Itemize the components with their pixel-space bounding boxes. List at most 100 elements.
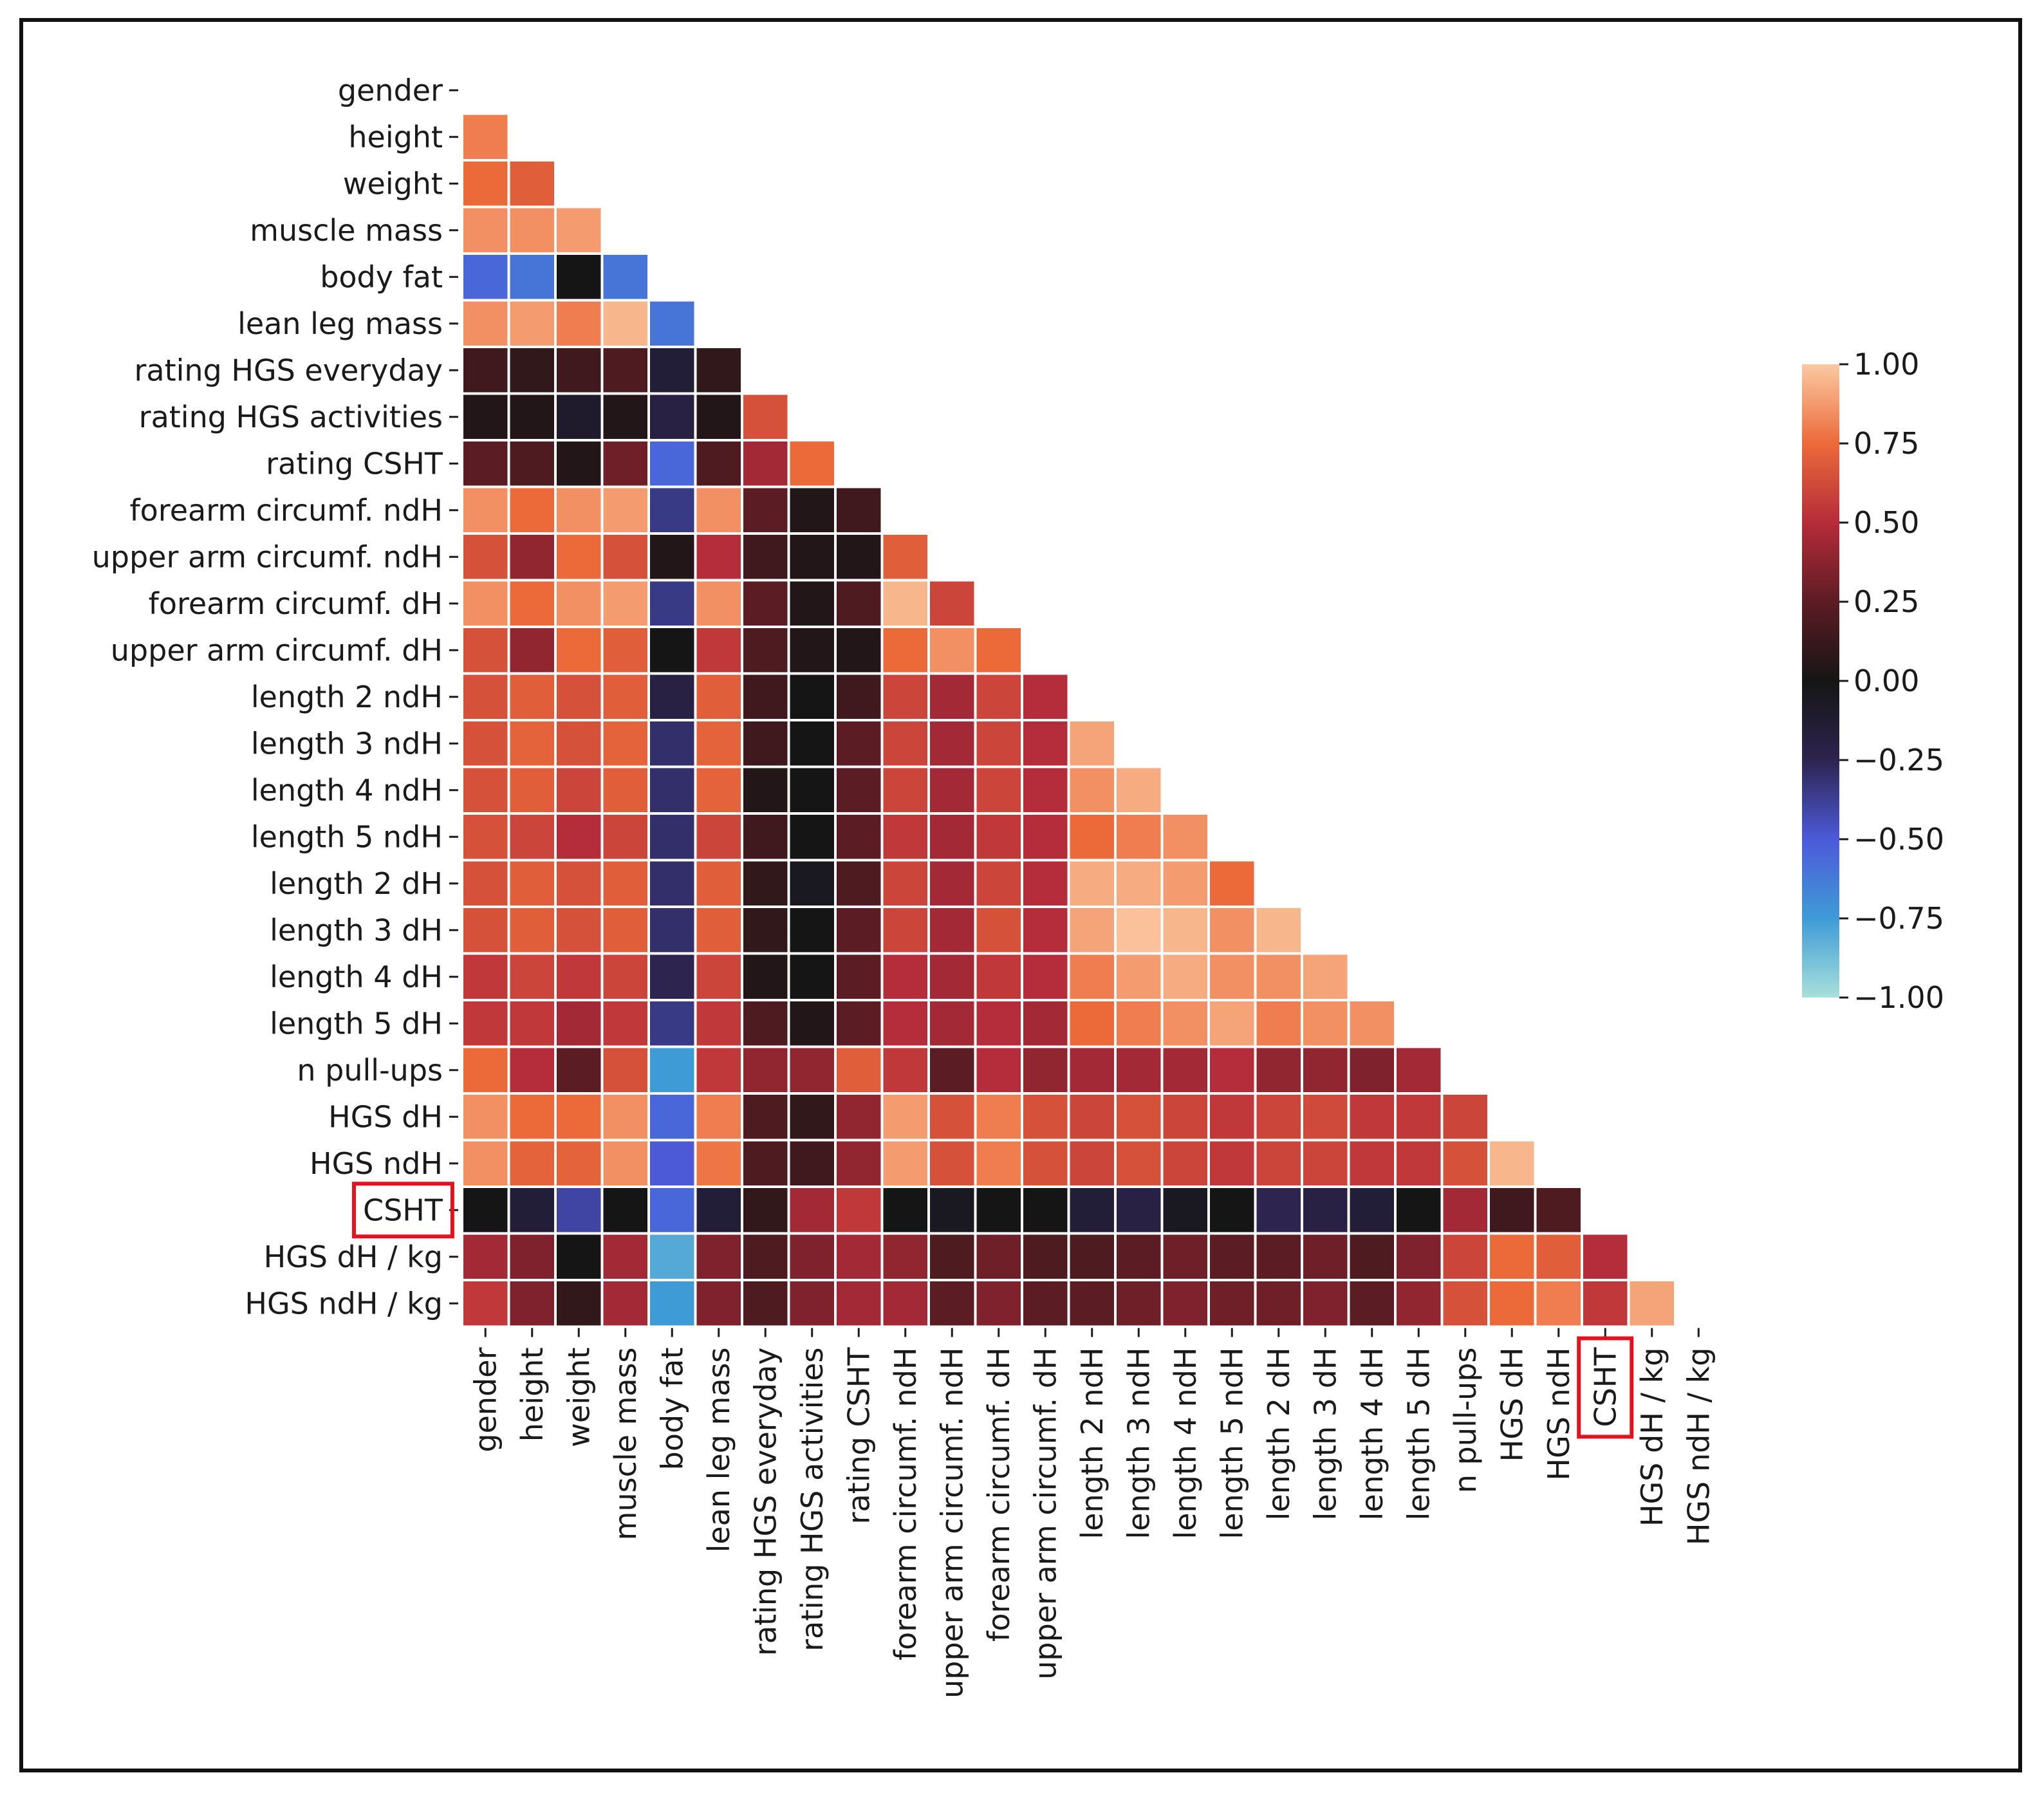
x-tick-label: lean leg mass [701,1348,736,1553]
heatmap-cell [743,861,788,906]
heatmap-cell [603,1188,647,1232]
heatmap-cell [1303,1095,1348,1139]
heatmap-cell [650,954,694,999]
heatmap-cell [790,441,834,486]
heatmap-cell [1397,1095,1441,1139]
x-tick-label: forearm circumf. dH [981,1348,1016,1642]
heatmap-cell [1023,1001,1068,1046]
heatmap-cell [883,674,927,719]
heatmap-cell [1490,1234,1534,1279]
heatmap-cell [1163,1234,1207,1279]
heatmap-cell [743,1281,788,1326]
heatmap-cell [883,861,927,906]
heatmap-cell [883,535,927,579]
heatmap-cell [603,954,647,999]
heatmap-cell [1443,1095,1487,1139]
y-tick-label: muscle mass [250,213,443,248]
heatmap-cell [650,674,694,719]
heatmap-cell [603,301,647,346]
heatmap-cell [1023,861,1068,906]
heatmap-cell [1070,1188,1114,1232]
heatmap-cell [650,908,694,952]
heatmap-cell [463,1281,508,1326]
heatmap-cell [930,581,974,626]
heatmap-cell [510,1048,554,1092]
heatmap-cell [743,441,788,486]
highlight-boxes [351,1182,1634,1439]
heatmap-cell [976,628,1021,673]
heatmap-cell [1210,1141,1254,1185]
heatmap-cell [603,721,647,766]
y-tick-label: forearm circumf. dH [149,586,443,621]
heatmap-cell [1117,1188,1161,1232]
y-tick-label: rating HGS activities [139,400,443,434]
heatmap-cell [510,255,554,299]
heatmap-cell [930,1095,974,1139]
heatmap-cell [883,954,927,999]
heatmap-cell [883,1141,927,1185]
heatmap-cell [557,721,601,766]
heatmap-cell [510,1001,554,1046]
heatmap-cell [463,115,508,159]
heatmap-cell [603,535,647,579]
heatmap-cell [1163,815,1207,859]
heatmap-cell [510,861,554,906]
heatmap-cell [650,488,694,532]
x-tick-label: rating HGS everyday [748,1348,783,1657]
heatmap-cell [1117,1095,1161,1139]
heatmap-cell [463,815,508,859]
heatmap-cell [1443,1141,1487,1185]
heatmap-cell [1117,1048,1161,1092]
heatmap-cell [557,488,601,532]
heatmap-cell [1350,1281,1394,1326]
heatmap-cell [1210,1001,1254,1046]
heatmap-cell [650,1234,694,1279]
heatmap-cell [743,1048,788,1092]
colorbar-tick-label: 1.00 [1854,347,1919,382]
heatmap-cell [1350,1234,1394,1279]
heatmap-cell [1490,1281,1534,1326]
heatmap-cell [696,1001,741,1046]
heatmap-cell [1163,1188,1207,1232]
heatmap-cell [603,628,647,673]
x-tick-label: height [515,1348,550,1442]
heatmap-cell [790,628,834,673]
heatmap-cell [1303,1001,1348,1046]
heatmap-cell [696,721,741,766]
y-tick-label: length 2 dH [270,866,443,901]
heatmap-cell [976,908,1021,952]
heatmap-cell [510,674,554,719]
heatmap-cell [510,581,554,626]
heatmap-cell [1163,954,1207,999]
heatmap-cell [1397,1281,1441,1326]
heatmap-cell [650,1141,694,1185]
heatmap-cell [463,954,508,999]
heatmap-cell [1117,1141,1161,1185]
heatmap-cell [463,1234,508,1279]
heatmap-cell [837,628,881,673]
heatmap-cell [976,1095,1021,1139]
y-tick-label: length 2 ndH [251,680,443,714]
y-tick-label: rating HGS everyday [134,353,443,387]
heatmap-cell [883,815,927,859]
heatmap-cell [1023,954,1068,999]
x-tick-label: rating CSHT [841,1347,876,1525]
heatmap-cell [1117,768,1161,812]
x-tick-label: weight [561,1348,596,1447]
heatmap-cell [603,348,647,393]
colorbar-tick-label: 0.75 [1854,426,1919,461]
heatmap-cell [510,815,554,859]
y-tick-label: body fat [320,259,443,294]
heatmap-cell [1583,1281,1628,1326]
heatmap-cell [463,348,508,393]
heatmap-cell [1070,815,1114,859]
heatmap-cell [930,1281,974,1326]
heatmap-cell [1023,674,1068,719]
heatmap-cell [976,861,1021,906]
heatmap-cell [837,1234,881,1279]
heatmap-cell [1117,1234,1161,1279]
heatmap-cell [1303,1048,1348,1092]
heatmap-cell [790,1001,834,1046]
heatmap-cell [463,441,508,486]
x-tick-label: HGS ndH [1541,1348,1576,1481]
